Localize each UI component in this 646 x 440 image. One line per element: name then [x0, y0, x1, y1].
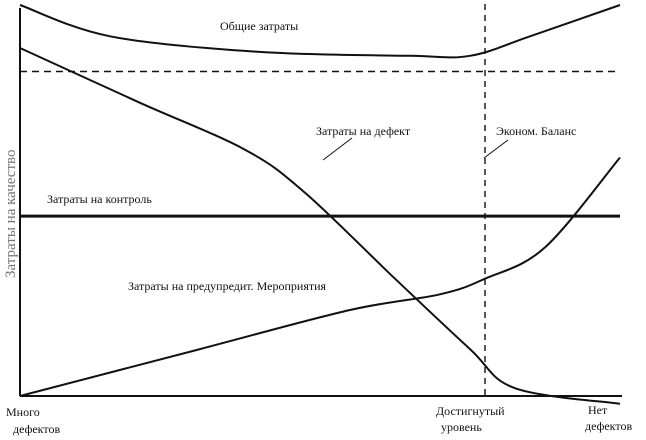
- total-cost-label: Общие затраты: [220, 19, 298, 33]
- x-label-many-line2: дефектов: [13, 422, 60, 436]
- balance-label-leader: [483, 139, 509, 159]
- x-label-achieved-line2: уровень: [441, 420, 482, 434]
- defect-label-leader: [322, 137, 353, 161]
- total-cost-curve: [19, 4, 621, 59]
- x-label-none-line1: Нет: [588, 403, 608, 417]
- defect-cost-curve: [19, 47, 621, 405]
- x-label-achieved-line1: Достигнутый: [436, 404, 505, 418]
- x-label-none-line2: дефектов: [585, 419, 632, 433]
- y-axis-label: Затраты на качество: [3, 150, 19, 279]
- balance-label: Эконом. Баланс: [496, 124, 576, 138]
- prevention-cost-label: Затраты на предупредит. Мероприятия: [128, 279, 327, 293]
- prevention-cost-curve: [19, 156, 621, 397]
- control-cost-label: Затраты на контроль: [47, 192, 152, 206]
- x-label-many-line1: Много: [6, 405, 40, 419]
- defect-cost-label: Затраты на дефект: [316, 124, 411, 138]
